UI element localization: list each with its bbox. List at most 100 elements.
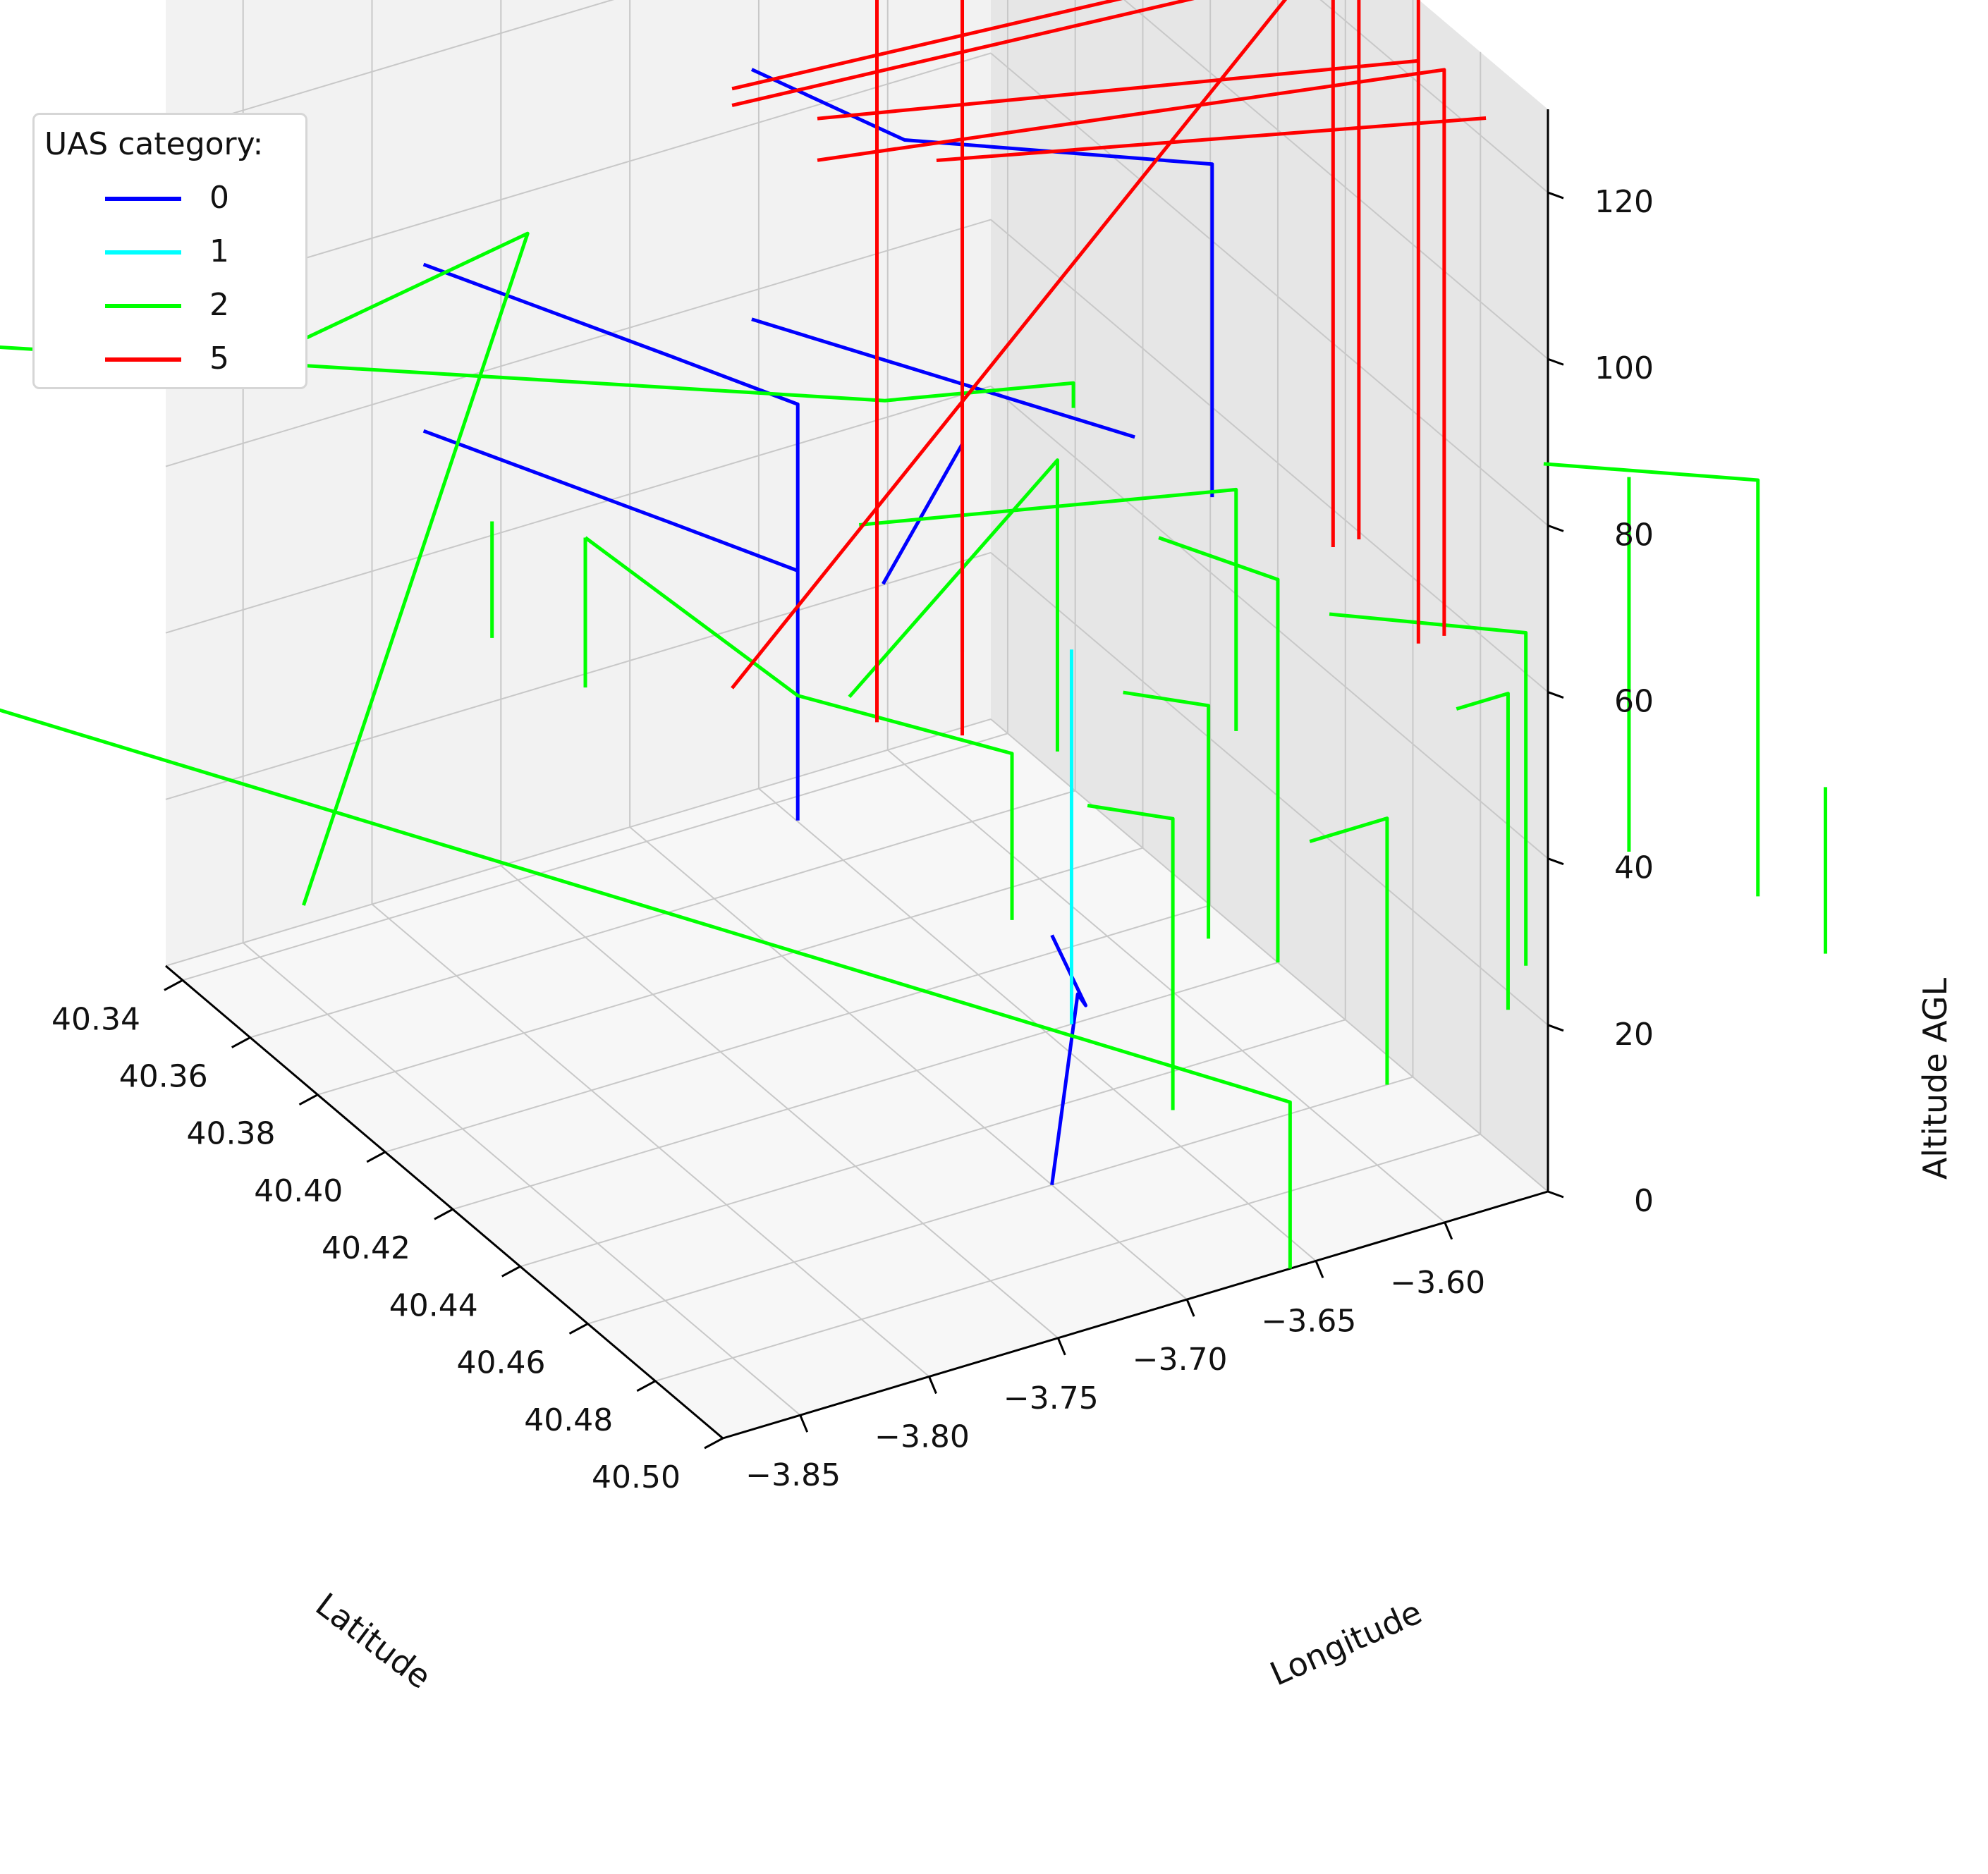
legend-swatch-2: [105, 304, 181, 308]
y-tick-mark: [636, 1380, 656, 1392]
trajectories: [0, 0, 1827, 1269]
trajectory-series-5-4: [1416, 0, 1420, 644]
trajectory-series-2-6: [848, 458, 1059, 752]
z-tick-mark: [1547, 1024, 1564, 1032]
trajectory-series-2-4: [584, 536, 1014, 920]
y-axis-label: Latitude: [309, 1586, 439, 1696]
axis-lines: [164, 109, 1564, 1450]
trajectory-series-0-4: [751, 317, 1135, 439]
legend-label-3: 5: [209, 341, 229, 376]
legend-item-3: 5: [35, 339, 305, 381]
trajectory-series-5-1: [1331, 0, 1335, 547]
legend-label-1: 1: [209, 233, 229, 269]
grid-line: [165, 551, 992, 800]
grid-line: [520, 1019, 1346, 1268]
y-tick-mark: [704, 1437, 724, 1450]
grid-line: [887, 749, 1446, 1223]
trajectory-series-5-0: [1357, 0, 1361, 540]
trajectory-series-2-14: [1543, 462, 1760, 897]
x-tick-label: −3.80: [874, 1419, 970, 1455]
z-tick-mark: [1547, 1190, 1564, 1199]
legend-swatch-3: [105, 357, 181, 362]
x-tick-mark: [1185, 1299, 1195, 1317]
grid-line: [1319, 0, 1549, 193]
grid-line: [990, 52, 1549, 527]
y-tick-label: 40.46: [457, 1345, 546, 1381]
z-tick-label: 20: [1614, 1017, 1654, 1053]
trajectory-series-2-9: [1123, 690, 1211, 939]
y-axis-line: [165, 964, 724, 1440]
y-tick-label: 40.50: [592, 1459, 681, 1495]
grid-line: [1123, 0, 1549, 360]
z-tick-mark: [1547, 691, 1564, 699]
trajectory-series-2-1: [0, 708, 1292, 1269]
trajectory-series-2-2: [302, 231, 530, 906]
z-tick-label: 60: [1614, 684, 1654, 720]
x-tick-mark: [799, 1414, 809, 1433]
grid-lines: [165, 0, 1549, 1439]
legend-item-2: 2: [35, 286, 305, 328]
grid-line: [654, 1133, 1481, 1382]
y-tick-mark: [298, 1094, 319, 1106]
trajectory-series-5-3: [731, 0, 1288, 690]
legend: UAS category: 0 1 2 5: [32, 113, 307, 389]
grid-line: [629, 826, 1188, 1300]
trajectory-series-5-5: [817, 59, 1419, 121]
x-tick-mark: [1315, 1260, 1324, 1279]
z-tick-label: 0: [1634, 1183, 1654, 1219]
y-tick-label: 40.38: [186, 1116, 275, 1152]
trajectory-series-0-1: [422, 429, 799, 572]
legend-item-1: 1: [35, 232, 305, 274]
y-tick-label: 40.34: [51, 1001, 140, 1037]
tick-labels: −3.85 −3.80 −3.75 −3.70 −3.65 −3.60 40.34 40.36…: [51, 184, 1654, 1495]
grid-line: [165, 718, 992, 967]
y-tick-mark: [366, 1151, 386, 1163]
trajectory-series-2-7: [859, 487, 1238, 731]
z-tick-label: 80: [1614, 517, 1654, 553]
grid-line: [317, 847, 1143, 1096]
z-tick-mark: [1547, 357, 1564, 366]
x-tick-mark: [1056, 1337, 1066, 1356]
y-tick-mark: [164, 979, 183, 991]
axes-panes: [166, 0, 1548, 1438]
x-axis-line: [722, 1190, 1549, 1440]
legend-swatch-1: [105, 250, 181, 255]
trajectory-series-2-10: [1087, 803, 1175, 1110]
grid-line: [371, 903, 930, 1378]
trajectory-series-2-11: [1309, 816, 1389, 1085]
x-tick-label: −3.60: [1390, 1265, 1485, 1301]
z-tick-label: 120: [1594, 184, 1654, 220]
z-axis-label: Altitude AGL: [1916, 977, 1954, 1180]
grid-line: [587, 1076, 1413, 1325]
trajectory-series-2-13: [1456, 692, 1510, 1010]
z-tick-mark: [1547, 191, 1564, 200]
grid-line: [250, 790, 1075, 1039]
grid-line: [165, 0, 615, 135]
legend-title: UAS category:: [44, 126, 264, 162]
grid-line: [990, 385, 1549, 859]
y-tick-mark: [231, 1036, 251, 1048]
y-tick-mark: [434, 1208, 453, 1220]
trajectory-series-2-12: [1329, 612, 1528, 966]
y-tick-label: 40.48: [524, 1402, 613, 1438]
x-tick-mark: [928, 1376, 937, 1395]
right-pane: [991, 0, 1548, 1192]
y-tick-mark: [568, 1323, 589, 1335]
z-tick-mark: [1547, 857, 1564, 866]
grid-line: [990, 718, 1549, 1192]
trajectory-series-2-0: [0, 345, 1075, 408]
z-tick-label: 100: [1594, 350, 1654, 386]
trajectory-series-2-8: [1158, 536, 1280, 963]
trajectory-series-5-9: [936, 116, 1487, 163]
y-tick-mark: [501, 1266, 521, 1278]
legend-label-0: 0: [209, 180, 229, 216]
x-tick-label: −3.85: [745, 1457, 841, 1493]
grid-line: [500, 865, 1059, 1339]
y-tick-label: 40.44: [389, 1287, 478, 1323]
trajectory-series-0-5: [1050, 934, 1087, 1186]
grid-line: [165, 219, 992, 467]
y-tick-label: 40.42: [322, 1230, 410, 1266]
grid-line: [452, 962, 1279, 1211]
legend-label-2: 2: [209, 287, 229, 323]
